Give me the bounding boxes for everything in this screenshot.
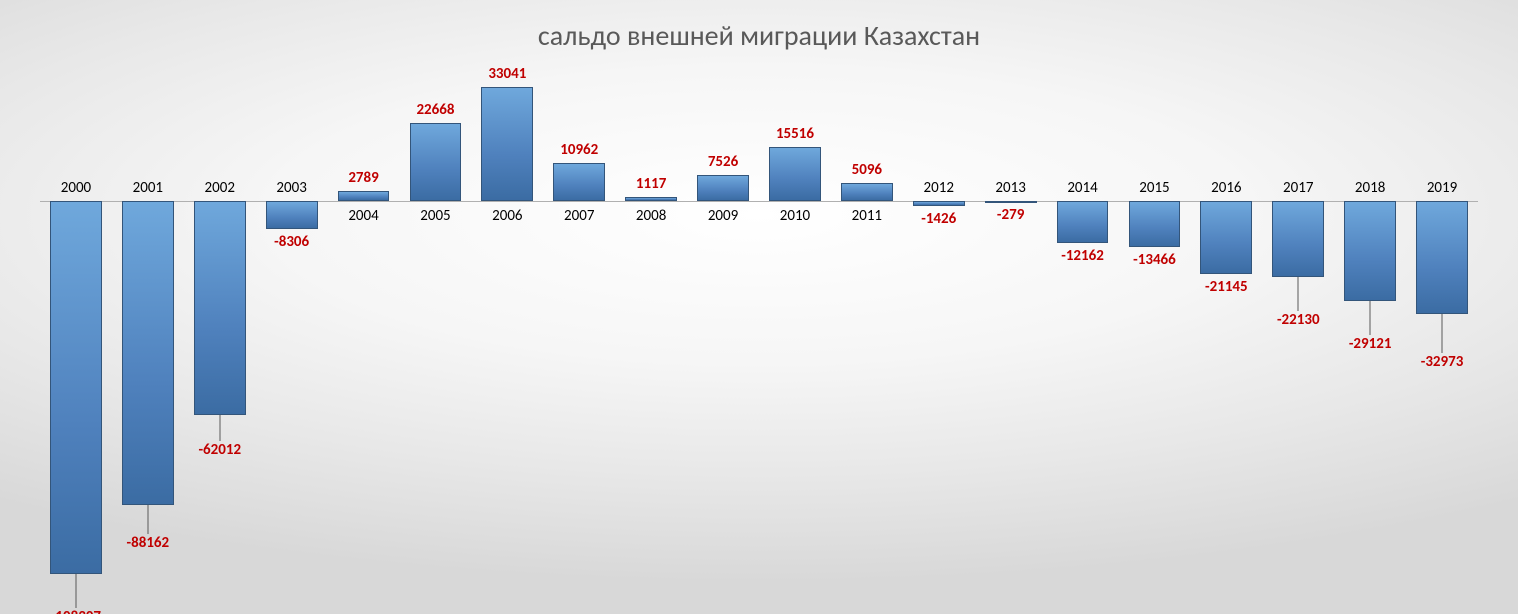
bar-slot: 2010 15516: [759, 80, 831, 580]
bar: [985, 201, 1037, 203]
category-label: 2017: [1262, 179, 1334, 197]
bar: [1272, 201, 1324, 277]
value-label: -62012: [184, 441, 256, 459]
value-label: -108307: [40, 608, 112, 614]
label-connector: [1442, 314, 1443, 353]
migration-bar-chart: сальдо внешней миграции Казахстан 2000-1…: [0, 0, 1518, 614]
bar-slot: 2013 -279: [975, 80, 1047, 580]
label-connector: [1370, 301, 1371, 335]
value-label: 5096: [831, 161, 903, 179]
category-label: 2010: [759, 207, 831, 225]
bar-slot: 2008 1117: [615, 80, 687, 580]
category-label: 2003: [256, 179, 328, 197]
bar: [697, 175, 749, 201]
bar: [625, 197, 677, 201]
value-label: 15516: [759, 125, 831, 143]
value-label: -279: [975, 206, 1047, 224]
category-label: 2000: [40, 179, 112, 197]
category-label: 2009: [687, 207, 759, 225]
chart-title: сальдо внешней миграции Казахстан: [0, 18, 1518, 53]
value-label: 1117: [615, 175, 687, 193]
bar-slot: 2018 -29121: [1334, 80, 1406, 580]
bar-slot: 2011 5096: [831, 80, 903, 580]
bar-slot: 2001 -88162: [112, 80, 184, 580]
category-label: 2006: [471, 207, 543, 225]
bar: [769, 147, 821, 201]
bar-slot: 2002 -62012: [184, 80, 256, 580]
bar: [1057, 201, 1109, 243]
bar: [1416, 201, 1468, 315]
label-connector: [219, 415, 220, 441]
value-label: 22668: [400, 101, 472, 119]
bar: [1200, 201, 1252, 274]
value-label: -1426: [903, 210, 975, 228]
bar-slot: 200633041: [471, 80, 543, 580]
bar-slot: 2015 -13466: [1119, 80, 1191, 580]
category-label: 2015: [1119, 179, 1191, 197]
bar-slot: 2009 7526: [687, 80, 759, 580]
value-label: -8306: [256, 233, 328, 251]
bar: [913, 201, 965, 206]
bar-slot: 2007 10962: [543, 80, 615, 580]
label-connector: [1298, 277, 1299, 311]
plot-area: 2000-1083072001 -88162 2002 -62012 2003 -8306…: [40, 80, 1478, 580]
bar: [266, 201, 318, 230]
value-label: -13466: [1119, 251, 1191, 269]
bar: [338, 191, 390, 201]
category-label: 2013: [975, 179, 1047, 197]
bar-slot: 2004 2789: [328, 80, 400, 580]
value-label: 7526: [687, 153, 759, 171]
bar: [1344, 201, 1396, 301]
category-label: 2004: [328, 207, 400, 225]
category-label: 2011: [831, 207, 903, 225]
label-connector: [147, 505, 148, 534]
category-label: 2018: [1334, 179, 1406, 197]
bar-slot: 2012 -1426: [903, 80, 975, 580]
bar-slot: 2019 -32973: [1406, 80, 1478, 580]
bar: [481, 87, 533, 201]
bar: [410, 123, 462, 201]
category-label: 2005: [400, 207, 472, 225]
value-label: -12162: [1047, 247, 1119, 265]
category-label: 2001: [112, 179, 184, 197]
bar: [194, 201, 246, 415]
value-label: -21145: [1190, 278, 1262, 296]
category-label: 2002: [184, 179, 256, 197]
value-label: 2789: [328, 169, 400, 187]
bar: [122, 201, 174, 505]
bar-slot: 2014 -12162: [1047, 80, 1119, 580]
value-label: 33041: [471, 65, 543, 83]
bar-slot: 2000-108307: [40, 80, 112, 580]
value-label: -88162: [112, 534, 184, 552]
label-connector: [75, 574, 76, 608]
value-label: -22130: [1262, 311, 1334, 329]
category-label: 2016: [1190, 179, 1262, 197]
value-label: 10962: [543, 141, 615, 159]
bar-slot: 2017 -22130: [1262, 80, 1334, 580]
category-label: 2007: [543, 207, 615, 225]
category-label: 2014: [1047, 179, 1119, 197]
category-label: 2012: [903, 179, 975, 197]
category-label: 2008: [615, 207, 687, 225]
value-label: -32973: [1406, 353, 1478, 371]
bar: [841, 183, 893, 201]
bar: [50, 201, 102, 574]
bar-slot: 2016 -21145: [1190, 80, 1262, 580]
category-label: 2019: [1406, 179, 1478, 197]
bar-slot: 2003 -8306: [256, 80, 328, 580]
bar: [553, 163, 605, 201]
value-label: -29121: [1334, 335, 1406, 353]
bar-slot: 2005 22668: [400, 80, 472, 580]
bar: [1129, 201, 1181, 247]
